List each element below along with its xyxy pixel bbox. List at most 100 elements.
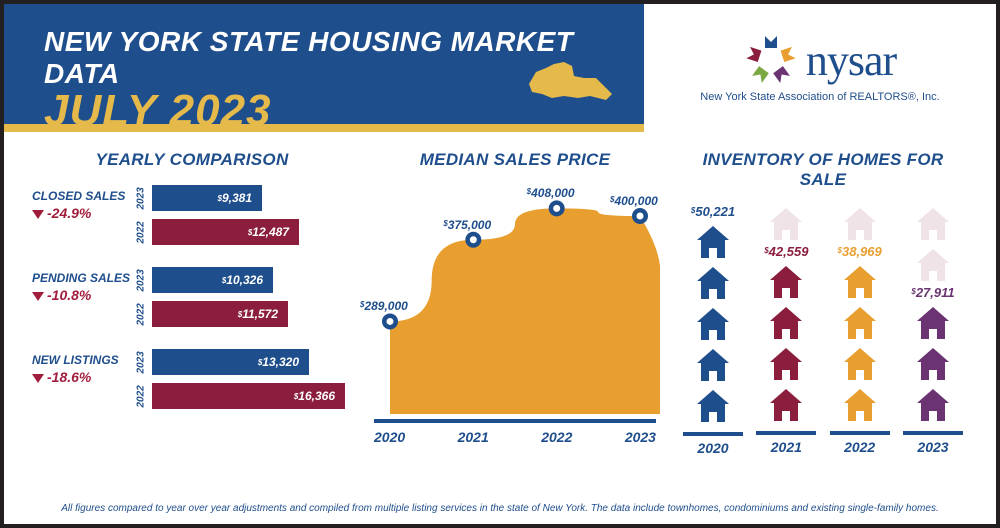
bar: $12,487 [152, 219, 299, 245]
house-icon [693, 386, 733, 426]
x-axis: 2020 2021 2022 2023 [374, 419, 656, 445]
metric-pct-change: -24.9% [32, 205, 130, 221]
inventory-value: $42,559 [764, 244, 808, 260]
data-point-marker-inner [387, 318, 394, 325]
bar-year-label: 2023 [136, 269, 147, 291]
logo-text: nysar [806, 35, 896, 86]
down-triangle-icon [32, 210, 44, 219]
nysar-logo-icon [744, 33, 798, 87]
house-stack [766, 262, 806, 425]
panel-title: MEDIAN SALES PRICE [370, 150, 660, 170]
inventory-year: 2021 [756, 431, 816, 455]
inventory-value: $38,969 [838, 244, 882, 260]
x-axis-label: 2022 [541, 429, 572, 445]
data-point-label: $400,000 [610, 194, 658, 208]
area-fill [390, 208, 660, 414]
panel-title: INVENTORY OF HOMES FOR SALE [678, 150, 968, 190]
data-point-marker-inner [637, 213, 644, 220]
bar: $10,326 [152, 267, 273, 293]
bar: $16,366 [152, 383, 345, 409]
footer-note: All figures compared to year over year a… [4, 503, 996, 514]
metric-label-group: CLOSED SALES -24.9% [32, 184, 130, 221]
bar: $9,381 [152, 185, 262, 211]
house-stack [693, 222, 733, 426]
house-icon [840, 385, 880, 425]
inventory-year: 2023 [903, 431, 963, 455]
house-icon [840, 303, 880, 343]
down-triangle-icon [32, 374, 44, 383]
house-icon [913, 303, 953, 343]
x-axis-label: 2021 [458, 429, 489, 445]
inventory-panel: INVENTORY OF HOMES FOR SALE $50,2212020$… [678, 150, 968, 484]
metric-label-group: NEW LISTINGS -18.6% [32, 348, 130, 385]
logo-block: nysar New York State Association of REAL… [644, 4, 996, 132]
house-icon [840, 262, 880, 302]
inventory-column: $42,559 2021 [755, 204, 817, 456]
bar: $11,572 [152, 301, 288, 327]
inventory-year: 2020 [683, 432, 743, 456]
inventory-column: $50,2212020 [682, 204, 744, 456]
house-stack [766, 204, 806, 244]
house-icon [913, 245, 953, 285]
inventory-year: 2022 [830, 431, 890, 455]
inventory-column: $38,969 2022 [829, 204, 891, 456]
data-point-label: $289,000 [360, 299, 408, 313]
metric-block: PENDING SALES -10.8% 2023 $10,326 2022 $11,57… [32, 266, 352, 334]
house-icon [693, 345, 733, 385]
inventory-grid: $50,2212020 $42,559 2021 $38,969 2022 $27,911… [678, 204, 968, 456]
bar-row: 2023$13,320 [130, 348, 352, 376]
bar-row: 2023 $10,326 [130, 266, 352, 294]
median-price-panel: MEDIAN SALES PRICE $289,000$375,000$408,… [370, 150, 660, 484]
data-point-label: $408,000 [527, 186, 575, 200]
inventory-column: $27,911 2023 [902, 204, 964, 456]
house-icon [766, 344, 806, 384]
data-point-label: $375,000 [443, 218, 491, 232]
bar-group: 2023 $10,326 2022 $11,572 [130, 266, 352, 334]
down-triangle-icon [32, 292, 44, 301]
inventory-value: $27,911 [911, 285, 954, 301]
house-icon [693, 304, 733, 344]
bar-row: 2022 $16,366 [130, 382, 352, 410]
house-stack [840, 262, 880, 425]
yearly-comparison-panel: YEARLY COMPARISON CLOSED SALES-24.9%2023… [32, 150, 352, 484]
bar-year-label: 2022 [136, 385, 147, 407]
bar-year-label: 2022 [136, 221, 147, 243]
bar-year-label: 2022 [136, 303, 147, 325]
bar-year-label: 2023 [136, 187, 147, 209]
house-icon [693, 263, 733, 303]
ny-state-icon [524, 56, 614, 111]
bar-year-label: 2023 [136, 351, 147, 373]
header: NEW YORK STATE HOUSING MARKET DATA JULY … [4, 4, 996, 132]
infographic-frame: NEW YORK STATE HOUSING MARKET DATA JULY … [0, 0, 1000, 528]
metric-pct-change: -18.6% [32, 369, 130, 385]
house-icon [766, 204, 806, 244]
data-point-marker-inner [470, 236, 477, 243]
bar-row: 2022 $11,572 [130, 300, 352, 328]
logo-subtitle: New York State Association of REALTORS®,… [700, 91, 939, 103]
header-title-block: NEW YORK STATE HOUSING MARKET DATA JULY … [4, 4, 644, 132]
x-axis-label: 2023 [625, 429, 656, 445]
bar-row: 2023 $9,381 [130, 184, 352, 212]
logo-row: nysar [744, 33, 896, 87]
metric-name: CLOSED SALES [32, 190, 130, 203]
house-icon [840, 204, 880, 244]
metric-name: PENDING SALES [32, 272, 130, 285]
bar-row: 2022 $12,487 [130, 218, 352, 246]
metric-block: CLOSED SALES -24.9% 2023 $9,381 2022 $12,487 [32, 184, 352, 252]
metric-name: NEW LISTINGS [32, 354, 130, 367]
house-icon [766, 303, 806, 343]
area-chart-svg [370, 184, 660, 414]
house-stack [840, 204, 880, 244]
metric-pct-change: -10.8% [32, 287, 130, 303]
metric-block: NEW LISTINGS -18.6%2023$13,320 2022 $16,366 [32, 348, 352, 416]
metric-label-group: PENDING SALES -10.8% [32, 266, 130, 303]
house-icon [766, 385, 806, 425]
house-icon [766, 262, 806, 302]
body: YEARLY COMPARISON CLOSED SALES-24.9%2023… [4, 132, 996, 484]
bar-group: 2023 $9,381 2022 $12,487 [130, 184, 352, 252]
x-axis-label: 2020 [374, 429, 405, 445]
house-icon [693, 222, 733, 262]
metrics-container: CLOSED SALES -24.9% 2023 $9,381 2022 $12,487 P… [32, 184, 352, 416]
bar-group: 2023$13,320 2022 $16,366 [130, 348, 352, 416]
house-icon [913, 204, 953, 244]
